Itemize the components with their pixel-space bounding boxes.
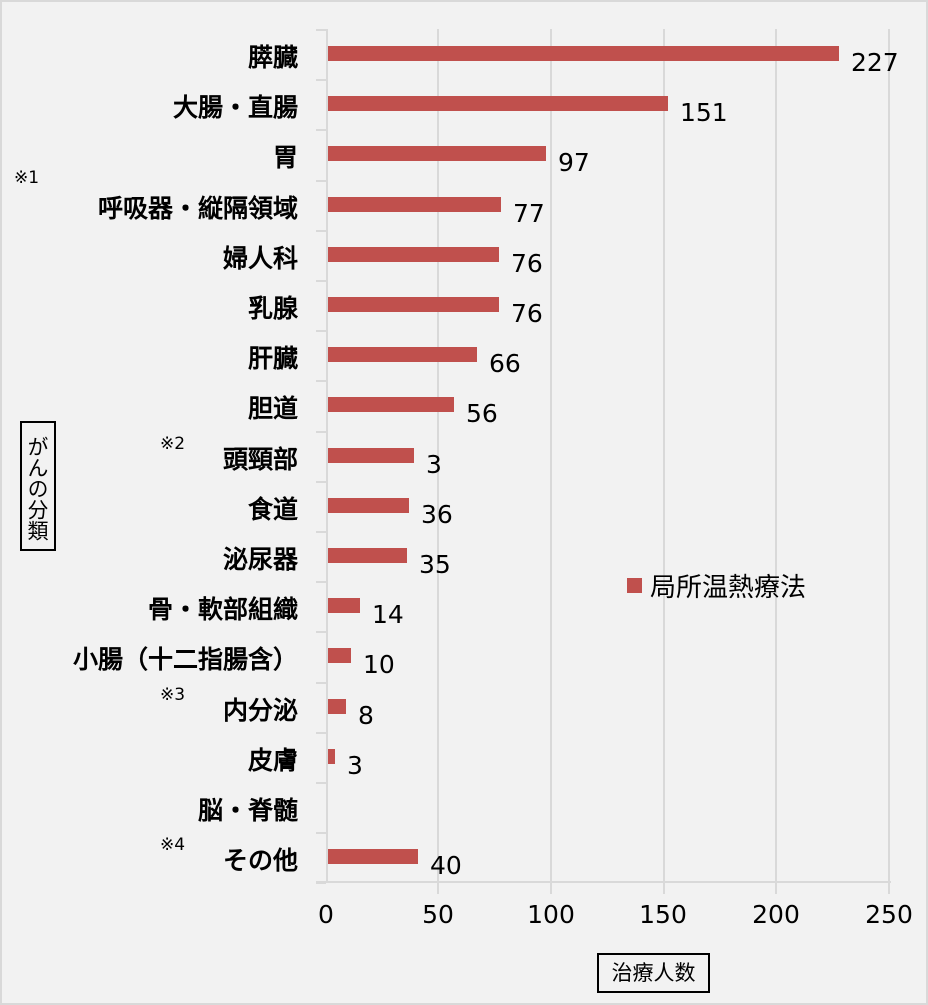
data-label: 76: [511, 299, 543, 328]
data-label: 14: [372, 600, 404, 629]
gridline-150: [663, 29, 665, 894]
y-tick: [316, 581, 326, 583]
category-label: 小腸（十二指腸含）: [72, 645, 298, 674]
bar: [328, 197, 501, 212]
bar: [328, 498, 409, 513]
x-tick-label: 150: [639, 900, 687, 929]
y-tick: [316, 280, 326, 282]
legend: 局所温熱療法: [627, 567, 806, 604]
category-label: 胆道: [247, 394, 298, 423]
x-tick-label: 200: [752, 900, 800, 929]
x-tick-label: 250: [865, 900, 913, 929]
data-label: 227: [851, 48, 899, 77]
data-label: 40: [430, 851, 462, 880]
category-label: 婦人科: [222, 244, 298, 273]
footnote-marker: ※1: [14, 168, 40, 188]
category-label: 泌尿器: [222, 545, 298, 574]
data-label: 76: [511, 249, 543, 278]
footnote-marker: ※4: [160, 835, 186, 855]
y-tick: [316, 380, 326, 382]
category-label: 脳・脊髄: [197, 796, 298, 825]
x-tick-label: 0: [318, 900, 334, 929]
bar: [328, 297, 499, 312]
data-label: 3: [426, 450, 442, 479]
x-tick-label: 50: [422, 900, 454, 929]
gridline-100: [550, 29, 552, 894]
bar: [328, 247, 499, 262]
bar: [328, 448, 414, 463]
data-label: 10: [363, 650, 395, 679]
gridline-250: [888, 29, 890, 894]
category-label: 胃: [272, 143, 298, 172]
bar: [328, 699, 346, 714]
legend-swatch-icon: [627, 578, 642, 593]
bar: [328, 548, 407, 563]
bar: [328, 849, 418, 864]
y-axis-line: [326, 29, 328, 882]
bar: [328, 397, 454, 412]
bar: [328, 347, 477, 362]
category-label: 乳腺: [247, 294, 298, 323]
x-tick-label: 100: [527, 900, 575, 929]
footnote-marker: ※3: [160, 685, 186, 705]
data-label: 35: [419, 550, 451, 579]
y-tick: [316, 631, 326, 633]
bar: [328, 146, 546, 161]
category-label: 頭頸部: [222, 445, 298, 474]
y-tick: [316, 230, 326, 232]
y-tick: [316, 832, 326, 834]
category-label: 膵臓: [247, 43, 298, 72]
category-label: 骨・軟部組織: [147, 595, 298, 624]
category-label: 内分泌: [222, 696, 298, 725]
y-tick: [316, 330, 326, 332]
y-axis-title: がんの分類: [20, 421, 56, 551]
x-axis-title: 治療人数: [597, 953, 710, 993]
y-tick: [316, 180, 326, 182]
y-tick: [316, 129, 326, 131]
data-label: 56: [466, 399, 498, 428]
x-axis-line: [316, 881, 891, 883]
y-tick: [316, 682, 326, 684]
bar: [328, 648, 351, 663]
plot-area: [326, 29, 890, 894]
category-label: 食道: [247, 495, 298, 524]
category-label: 肝臓: [247, 344, 298, 373]
category-label: その他: [222, 846, 298, 875]
y-tick: [316, 882, 326, 884]
category-label: 皮膚: [247, 746, 298, 775]
data-label: 8: [358, 701, 374, 730]
gridline-50: [437, 29, 439, 894]
y-tick: [316, 481, 326, 483]
data-label: 77: [513, 199, 545, 228]
gridline-200: [775, 29, 777, 894]
bar: [328, 749, 335, 764]
footnote-marker: ※2: [160, 434, 186, 454]
data-label: 66: [489, 349, 521, 378]
legend-label: 局所温熱療法: [650, 573, 807, 603]
y-tick: [316, 29, 326, 31]
bar: [328, 96, 668, 111]
data-label: 97: [558, 148, 590, 177]
category-label: 呼吸器・縦隔領域: [97, 194, 298, 223]
y-tick: [316, 732, 326, 734]
data-label: 3: [347, 751, 363, 780]
y-tick: [316, 431, 326, 433]
y-tick: [316, 79, 326, 81]
data-label: 36: [421, 500, 453, 529]
y-tick: [316, 531, 326, 533]
y-tick: [316, 782, 326, 784]
data-label: 151: [680, 98, 728, 127]
category-label: 大腸・直腸: [172, 93, 298, 122]
bar: [328, 46, 839, 61]
bar: [328, 598, 360, 613]
